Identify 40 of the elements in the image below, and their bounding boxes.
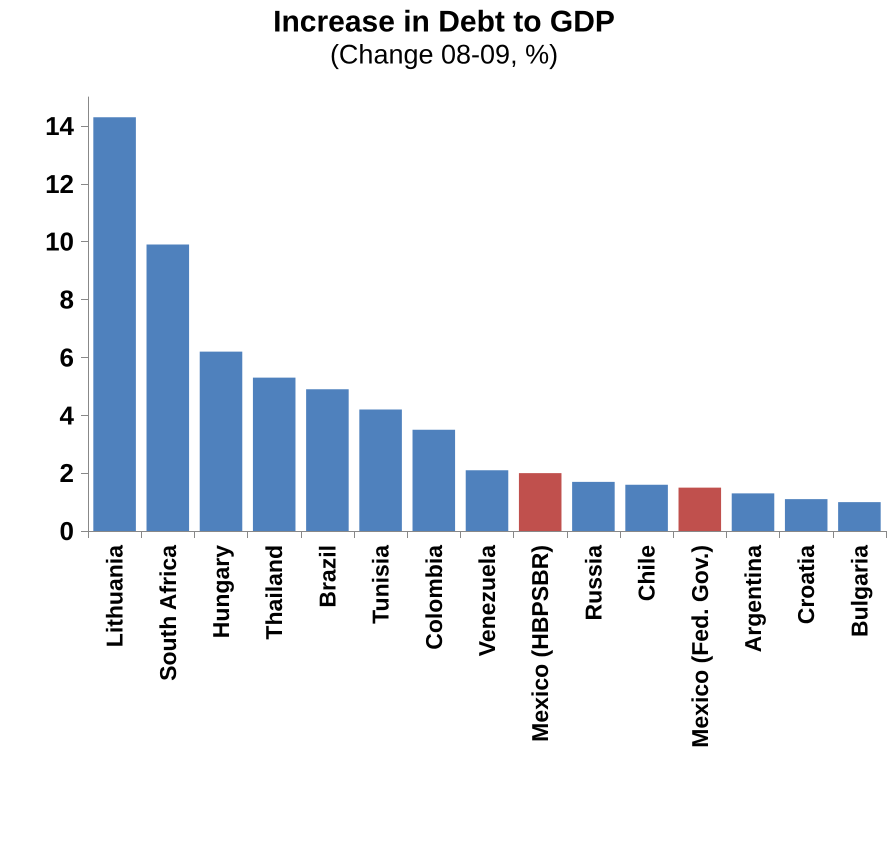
x-tick-label: Argentina — [740, 544, 766, 652]
bar — [412, 430, 456, 531]
bar — [252, 378, 296, 531]
bar — [359, 409, 402, 531]
bar — [518, 473, 562, 531]
x-tick-label: Tunisia — [368, 544, 394, 624]
x-tick-label: Hungary — [208, 544, 234, 638]
x-tick-label: Colombia — [420, 544, 447, 650]
bar — [732, 493, 774, 531]
chart-title: Increase in Debt to GDP — [273, 6, 615, 38]
bar — [466, 470, 508, 531]
y-tick-label: 2 — [60, 458, 74, 488]
x-tick-label: South Africa — [154, 544, 181, 681]
x-tick-label: Russia — [580, 544, 606, 620]
bar — [306, 389, 349, 531]
y-tick-label: 12 — [45, 168, 74, 199]
x-tick-label: Mexico (HBPSBR) — [527, 545, 554, 742]
x-tick-label: Thailand — [261, 545, 288, 640]
bar — [146, 244, 190, 531]
x-tick-label: Croatia — [793, 544, 820, 624]
x-tick-label: Mexico (Fed. Gov.) — [686, 545, 713, 748]
x-tick-label: Lithuania — [102, 544, 128, 648]
x-tick-label: Venezuela — [474, 544, 500, 656]
y-tick-label: 10 — [45, 226, 74, 257]
bar — [784, 499, 828, 531]
bar — [93, 117, 136, 531]
bar — [572, 482, 615, 531]
bar — [838, 502, 881, 531]
y-tick-label: 0 — [60, 516, 74, 546]
bar — [625, 484, 668, 531]
x-tick-label: Chile — [634, 545, 660, 602]
y-tick-label: 14 — [45, 110, 75, 141]
x-tick-label: Bulgaria — [846, 544, 872, 638]
chart-subtitle: (Change 08-09, %) — [330, 40, 558, 70]
bar — [200, 352, 242, 531]
y-tick-label: 4 — [60, 400, 75, 430]
x-tick-label: Brazil — [314, 545, 340, 608]
y-tick-label: 8 — [60, 284, 74, 315]
y-tick-label: 6 — [60, 342, 74, 372]
bar — [678, 488, 722, 531]
